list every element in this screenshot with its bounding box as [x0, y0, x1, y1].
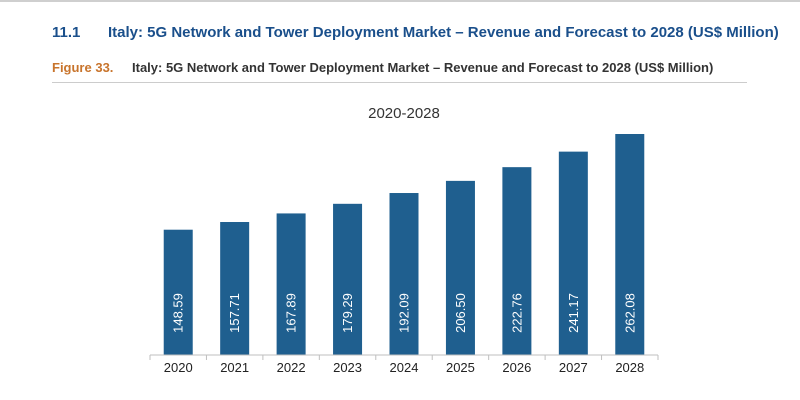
section-number: 11.1 [52, 24, 81, 41]
x-axis-ticks [149, 355, 659, 360]
x-tick-label-2024: 2024 [390, 360, 419, 375]
bar-2028 [615, 134, 645, 355]
figure-caption: Figure 33. Italy: 5G Network and Tower De… [52, 60, 713, 75]
data-label-2021: 157.71 [227, 293, 242, 333]
bar-2023 [333, 203, 363, 355]
bars-group: 148.59 157.71 167.89 179.29 192.09 206.50 222.… [163, 134, 645, 355]
bar-chart: 2020-2028 148.59 157.71 167.89 179.29 192.09… [149, 105, 659, 375]
x-tick-label-2027: 2027 [559, 360, 588, 375]
caption-divider [52, 82, 747, 83]
x-tick-label-2021: 2021 [220, 360, 249, 375]
data-label-2020: 148.59 [171, 293, 186, 333]
x-axis-labels: 2020 2021 2022 2023 2024 2025 2026 2027 2028 [164, 360, 644, 375]
x-tick-label-2023: 2023 [333, 360, 362, 375]
section-title: Italy: 5G Network and Tower Deployment M… [108, 24, 779, 41]
data-label-2024: 192.09 [397, 293, 412, 333]
data-label-2025: 206.50 [453, 293, 468, 333]
figure-number: Figure 33. [52, 60, 114, 75]
x-tick-label-2022: 2022 [277, 360, 306, 375]
bar-2021 [220, 222, 250, 355]
bar-2026 [502, 167, 532, 355]
bar-2022 [276, 213, 306, 355]
data-label-2022: 167.89 [284, 293, 299, 333]
x-tick-label-2020: 2020 [164, 360, 193, 375]
bar-2025 [445, 180, 475, 355]
bar-2027 [558, 151, 588, 355]
x-tick-label-2025: 2025 [446, 360, 475, 375]
data-label-2028: 262.08 [622, 293, 637, 333]
data-label-2026: 222.76 [509, 293, 524, 333]
figure-title: Italy: 5G Network and Tower Deployment M… [132, 60, 714, 75]
section-heading: 11.1 Italy: 5G Network and Tower Deployme… [52, 24, 779, 41]
x-tick-label-2028: 2028 [615, 360, 644, 375]
data-label-2023: 179.29 [340, 293, 355, 333]
x-tick-label-2026: 2026 [502, 360, 531, 375]
top-rule [0, 0, 800, 2]
chart-title: 2020-2028 [368, 105, 440, 122]
bar-2024 [389, 193, 419, 355]
data-label-2027: 241.17 [566, 293, 581, 333]
bar-2020 [163, 229, 193, 355]
